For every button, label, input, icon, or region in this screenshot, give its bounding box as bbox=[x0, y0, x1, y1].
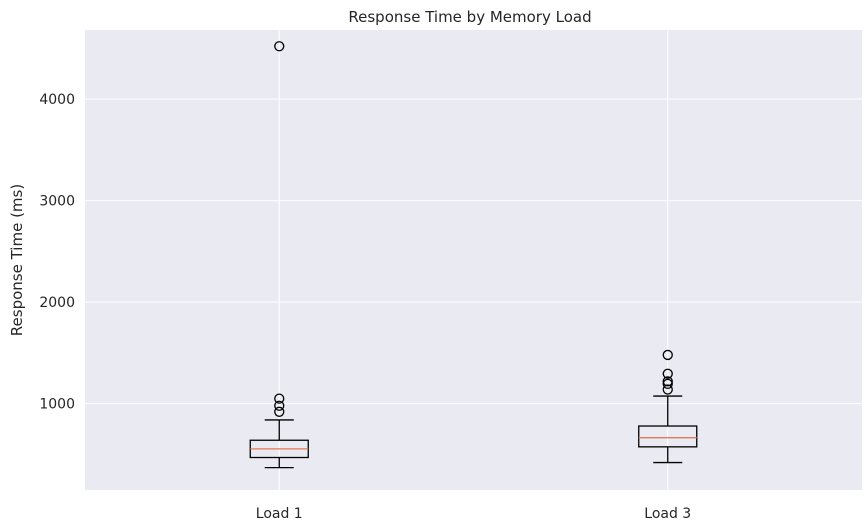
plot-area bbox=[85, 30, 862, 490]
outlier-point bbox=[274, 400, 285, 411]
grid-lines bbox=[85, 30, 862, 490]
outlier-point bbox=[274, 393, 285, 404]
iqr-box bbox=[638, 425, 698, 448]
box-load-3 bbox=[638, 349, 698, 464]
chart-title: Response Time by Memory Load bbox=[348, 8, 591, 26]
outlier-point bbox=[662, 368, 673, 379]
y-tick-label: 4000 bbox=[39, 92, 75, 108]
outlier-point bbox=[662, 384, 673, 395]
outlier-point bbox=[274, 41, 285, 52]
box-series bbox=[249, 41, 698, 469]
y-tick-label: 2000 bbox=[39, 295, 75, 311]
x-axis-ticks: Load 1 Load 3 bbox=[256, 506, 691, 522]
x-tick-label: Load 1 bbox=[256, 506, 303, 522]
y-axis-label: Response Time (ms) bbox=[8, 184, 26, 336]
y-tick-label: 1000 bbox=[39, 397, 75, 413]
y-tick-label: 3000 bbox=[39, 194, 75, 210]
y-axis-ticks: 1000 2000 3000 4000 bbox=[39, 92, 75, 413]
x-tick-label: Load 3 bbox=[644, 506, 691, 522]
outlier-point bbox=[662, 378, 673, 390]
box-load-1 bbox=[249, 41, 309, 469]
outlier-point bbox=[662, 376, 673, 387]
outlier-point bbox=[662, 349, 673, 361]
outlier-point bbox=[274, 406, 285, 417]
